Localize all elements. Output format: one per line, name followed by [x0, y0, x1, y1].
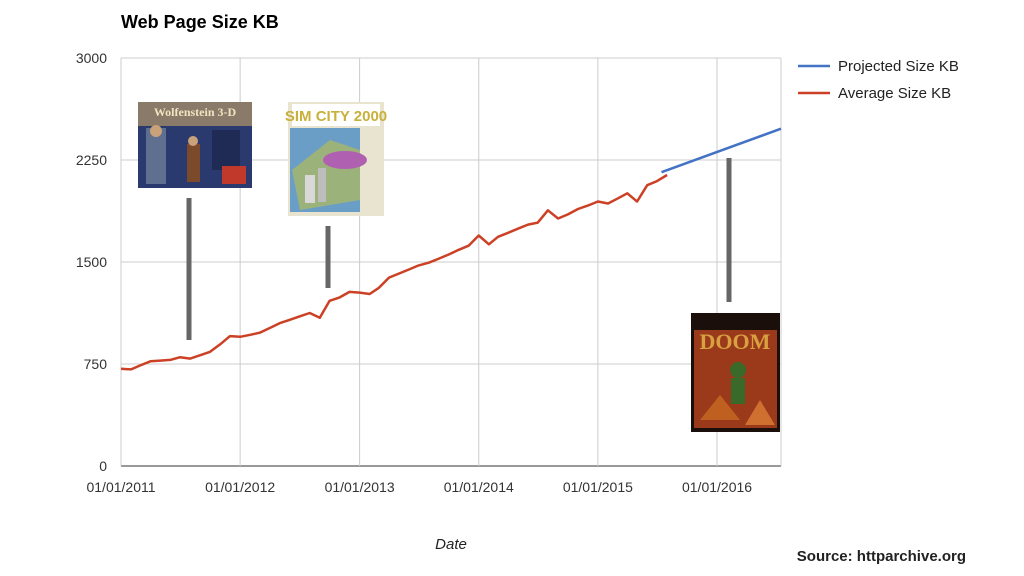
x-axis-label: Date	[435, 536, 467, 553]
doom-title-text: DOOM	[700, 329, 771, 354]
y-axis-ticks: 0 750 1500 2250 3000	[76, 50, 107, 474]
wolfenstein-title-text: Wolfenstein 3-D	[154, 105, 237, 119]
x-tick-label: 01/01/2015	[563, 479, 633, 495]
wolfenstein-3d-image: Wolfenstein 3-D	[138, 102, 252, 188]
x-tick-label: 01/01/2012	[205, 479, 275, 495]
source-credit: Source: httparchive.org	[797, 548, 966, 565]
x-tick-label: 01/01/2014	[444, 479, 514, 495]
chart-title: Web Page Size KB	[121, 12, 279, 32]
legend-label-average: Average Size KB	[838, 85, 951, 102]
x-tick-label: 01/01/2011	[86, 479, 155, 495]
series-lines	[120, 127, 782, 371]
x-tick-label: 01/01/2013	[325, 479, 395, 495]
simcity-title-text: SIM CITY 2000	[285, 108, 387, 125]
y-tick-label: 3000	[76, 50, 107, 66]
x-axis-ticks: 01/01/2011 01/01/2012 01/01/2013 01/01/2014…	[86, 479, 752, 495]
simcity-2000-image: SIM CITY 2000	[285, 102, 387, 216]
legend: Projected Size KB Average Size KB	[798, 58, 959, 102]
y-tick-label: 1500	[76, 254, 107, 270]
x-tick-label: 01/01/2016	[682, 479, 752, 495]
projected-size-line	[661, 127, 782, 174]
y-tick-label: 0	[99, 458, 107, 474]
y-tick-label: 750	[84, 356, 108, 372]
legend-label-projected: Projected Size KB	[838, 58, 959, 75]
y-tick-label: 2250	[76, 152, 107, 168]
doom-image: DOOM	[691, 313, 780, 432]
average-size-line	[120, 173, 668, 371]
